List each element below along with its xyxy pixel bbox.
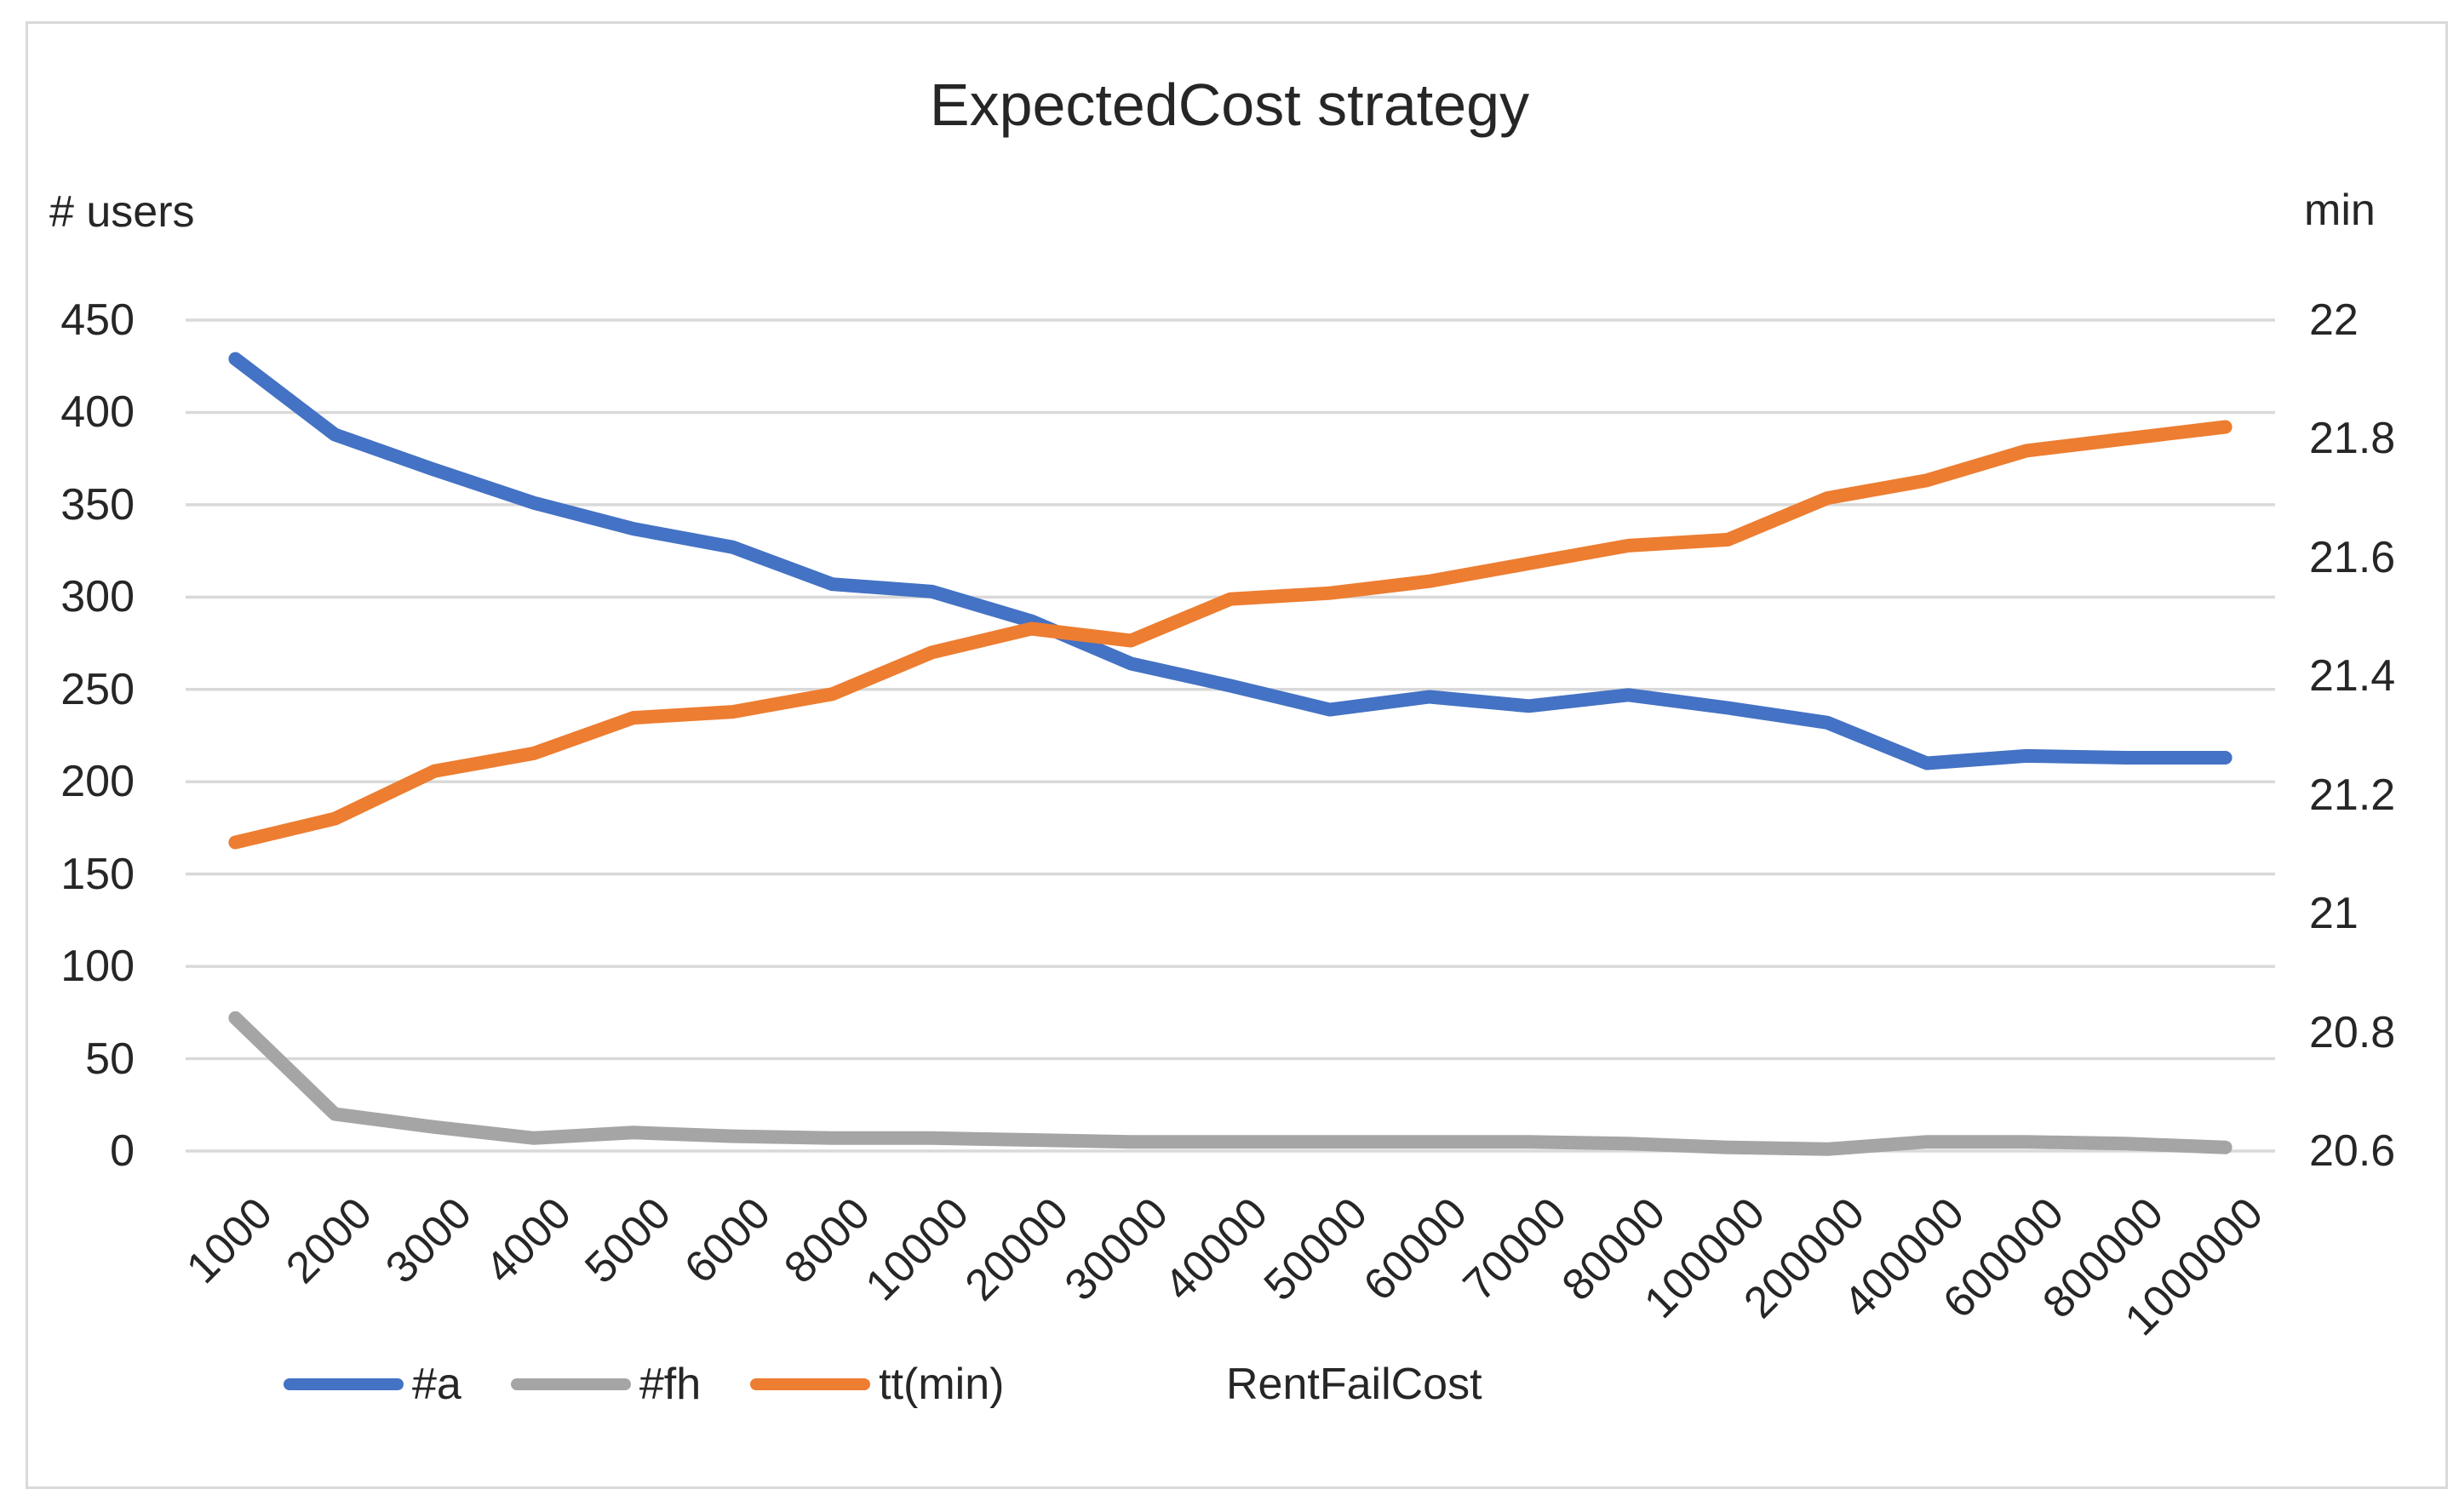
series-line--a xyxy=(228,352,2233,770)
legend-label: tt(min) xyxy=(879,1360,1005,1409)
legend: #a #fh tt(min) xyxy=(284,1360,1004,1408)
left-axis-tick: 450 xyxy=(60,295,135,345)
right-axis-tick: 20.6 xyxy=(2309,1126,2396,1176)
legend-item: tt(min) xyxy=(750,1360,1004,1408)
right-axis-title: min xyxy=(2304,186,2376,235)
left-axis-tick: 300 xyxy=(60,572,135,622)
left-axis-tick: 200 xyxy=(60,757,135,807)
x-axis-title: RentFailCost xyxy=(1226,1360,1482,1409)
right-axis-tick: 20.8 xyxy=(2309,1007,2396,1057)
legend-swatch-icon xyxy=(284,1378,404,1390)
series-line-tt-min- xyxy=(228,420,2233,850)
right-axis-tick: 22 xyxy=(2309,295,2359,345)
legend-swatch-icon xyxy=(510,1378,631,1390)
chart-title: ExpectedCost strategy xyxy=(929,72,1530,138)
left-axis-tick: 0 xyxy=(110,1126,135,1176)
left-axis-tick: 150 xyxy=(60,849,135,899)
left-axis-tick: 400 xyxy=(60,387,135,438)
right-axis-tick: 21 xyxy=(2309,889,2359,939)
series-line--fh xyxy=(228,1011,2233,1156)
left-axis-tick: 50 xyxy=(85,1034,135,1084)
right-axis-tick: 21.8 xyxy=(2309,414,2396,464)
right-axis-tick: 21.6 xyxy=(2309,532,2396,582)
left-axis-title: # users xyxy=(49,187,195,237)
legend-label: #a xyxy=(412,1360,461,1409)
legend-label: #fh xyxy=(639,1360,702,1409)
legend-swatch-icon xyxy=(750,1378,871,1390)
legend-item: #a xyxy=(284,1360,461,1408)
right-axis-tick: 21.2 xyxy=(2309,770,2396,820)
chart-border xyxy=(26,21,2448,1489)
right-axis-tick: 21.4 xyxy=(2309,651,2396,702)
left-axis-tick: 350 xyxy=(60,479,135,530)
left-axis-tick: 250 xyxy=(60,664,135,714)
legend-item: #fh xyxy=(510,1360,702,1409)
left-axis-tick: 100 xyxy=(60,942,135,992)
